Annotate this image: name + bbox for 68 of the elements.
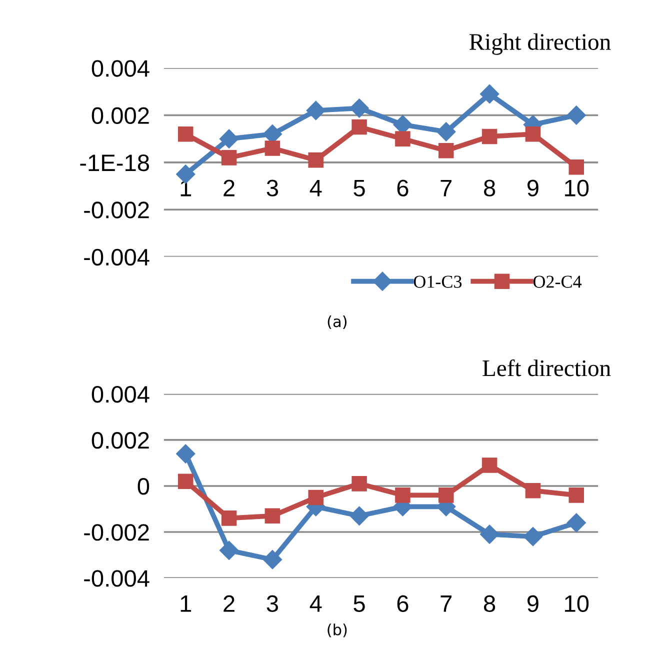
text: (b) bbox=[328, 624, 347, 638]
x-tick-label: 5 bbox=[354, 180, 365, 196]
point bbox=[395, 488, 410, 503]
y-tick-label: 0.004 bbox=[92, 386, 150, 403]
point bbox=[525, 482, 541, 498]
chart-title: Right direction bbox=[469, 33, 611, 55]
y-tick-label: 0.004 bbox=[92, 60, 150, 77]
chart-title: Left direction bbox=[482, 359, 611, 376]
point bbox=[262, 550, 282, 570]
x-tick-label: 10 bbox=[565, 595, 589, 612]
point bbox=[482, 458, 498, 473]
legend-label: O2-C4 bbox=[533, 276, 582, 288]
point bbox=[221, 150, 237, 166]
x-tick-label: 7 bbox=[440, 180, 452, 196]
x-tick-label: 9 bbox=[528, 180, 538, 196]
y-tick-label: -1E-18 bbox=[80, 154, 149, 172]
text: (a) bbox=[328, 315, 347, 330]
x-tick-label: 2 bbox=[224, 180, 234, 196]
x-tick-label: 2 bbox=[224, 595, 234, 612]
x-tick-label: 9 bbox=[528, 595, 538, 612]
x-tick-label: 7 bbox=[440, 596, 452, 612]
point bbox=[436, 122, 456, 142]
point bbox=[480, 84, 500, 104]
x-tick-label: 3 bbox=[266, 180, 278, 196]
point bbox=[308, 152, 324, 168]
point bbox=[220, 540, 239, 560]
y-tick-label: -0.004 bbox=[84, 248, 150, 266]
point bbox=[566, 513, 586, 532]
x-tick-label: 4 bbox=[310, 596, 322, 612]
x-tick-label: 8 bbox=[484, 595, 496, 612]
point bbox=[523, 527, 542, 546]
y-tick-label: -0.002 bbox=[84, 202, 149, 218]
y-tick-label: 0.002 bbox=[92, 432, 149, 449]
point bbox=[178, 474, 194, 490]
x-tick-label: 4 bbox=[310, 180, 322, 196]
point bbox=[221, 510, 237, 526]
y-tick-label: 0 bbox=[138, 478, 150, 495]
point bbox=[568, 159, 584, 175]
point bbox=[350, 98, 369, 118]
point bbox=[176, 444, 196, 464]
legend-label: O1-C3 bbox=[414, 276, 462, 288]
point bbox=[352, 119, 367, 135]
x-tick-label: 1 bbox=[180, 596, 192, 612]
point bbox=[438, 142, 454, 158]
point bbox=[438, 488, 454, 503]
point bbox=[264, 508, 280, 524]
point bbox=[395, 131, 410, 146]
point bbox=[568, 488, 584, 503]
x-tick-label: 5 bbox=[354, 596, 365, 612]
x-tick-label: 3 bbox=[266, 595, 278, 612]
x-tick-label: 6 bbox=[397, 595, 408, 612]
y-tick-label: -0.002 bbox=[84, 524, 149, 541]
point bbox=[308, 490, 324, 506]
point bbox=[178, 126, 194, 142]
x-tick-label: 10 bbox=[565, 180, 589, 196]
point bbox=[352, 476, 367, 492]
point bbox=[480, 524, 500, 544]
point bbox=[306, 100, 326, 120]
point bbox=[525, 126, 541, 142]
x-tick-label: 6 bbox=[397, 180, 408, 196]
point bbox=[566, 106, 586, 125]
point bbox=[264, 140, 280, 156]
point bbox=[482, 128, 498, 144]
point bbox=[220, 129, 239, 148]
y-tick-label: 0.002 bbox=[92, 107, 149, 124]
y-tick-label: -0.004 bbox=[84, 570, 150, 587]
point bbox=[350, 506, 369, 526]
x-tick-label: 8 bbox=[484, 180, 496, 196]
